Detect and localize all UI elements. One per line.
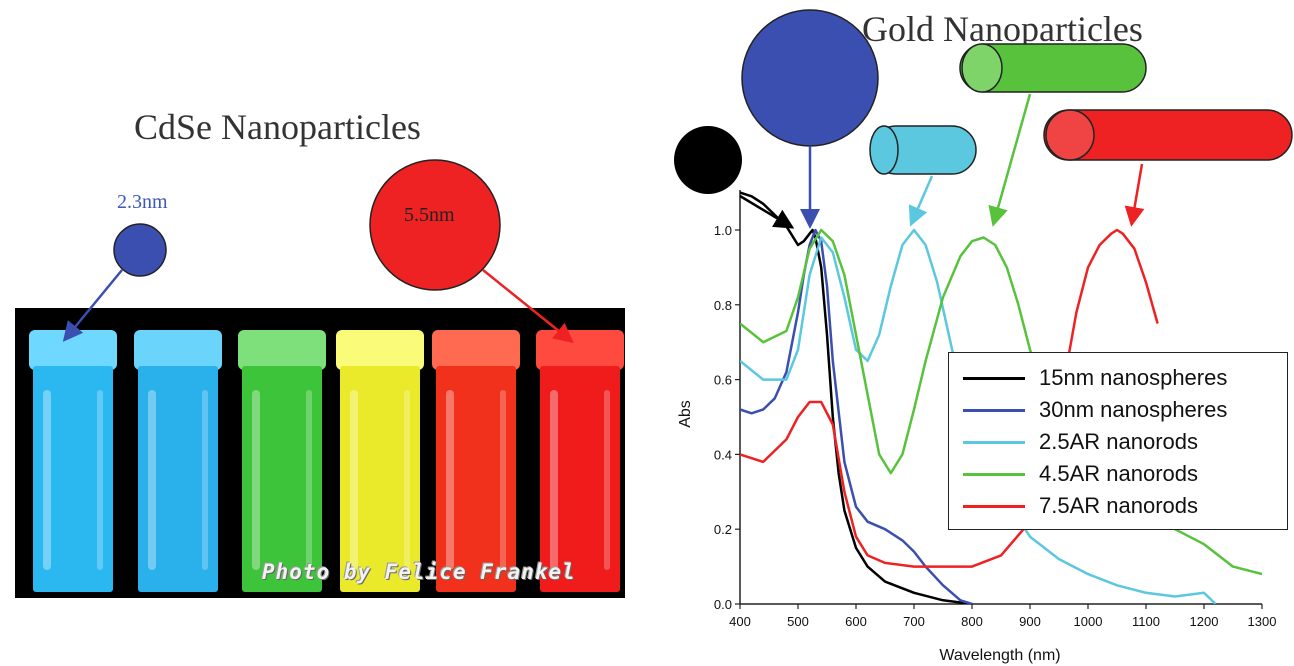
vial-6: [536, 330, 624, 592]
legend-swatch: [963, 472, 1025, 476]
legend-item: 30nm nanospheres: [963, 395, 1227, 425]
black-pointer-arrow: [739, 194, 795, 229]
y-tick-label: 1.0: [714, 223, 732, 238]
series-line-1: [740, 228, 973, 604]
photo-credit: Photo by Felice Frankel: [262, 560, 576, 584]
legend-swatch: [963, 376, 1025, 380]
x-tick-label: 800: [961, 614, 983, 629]
chart-axes: [739, 190, 1262, 605]
legend-item: 4.5AR nanorods: [963, 459, 1198, 489]
medium-rod-icon: [959, 43, 1147, 93]
y-tick-label: 0.2: [714, 522, 732, 537]
legend-label: 15nm nanospheres: [1039, 365, 1228, 390]
x-tick-label: 1000: [1074, 614, 1103, 629]
y-tick-label: 0.6: [714, 373, 732, 388]
chart-legend: 15nm nanospheres 30nm nanospheres 2.5AR …: [948, 352, 1288, 530]
x-tick-label: 1100: [1132, 614, 1160, 629]
green-pointer-arrow: [988, 93, 1032, 227]
cdse-pointer-arrows: [62, 269, 574, 344]
vial-2: [134, 330, 222, 592]
legend-label: 30nm nanospheres: [1039, 397, 1228, 422]
red-pointer-arrow: [1124, 163, 1145, 227]
x-tick-label: 600: [845, 614, 867, 629]
small-size-label: 2.3nm: [117, 191, 168, 213]
small-sphere-icon: [674, 126, 742, 194]
x-tick-label: 700: [903, 614, 925, 629]
y-tick-label: 0.8: [714, 298, 732, 313]
chart-ticks: 400 500 600 700 800 900 1000 1100 1200 1300 0.0 0.2…: [714, 223, 1277, 629]
x-tick-label: 900: [1019, 614, 1041, 629]
x-tick-label: 500: [787, 614, 809, 629]
large-dot-arrow: [482, 269, 574, 344]
gold-shape-illustrations: [674, 9, 1293, 194]
vial-3: [238, 330, 326, 592]
y-axis-label: Abs: [677, 400, 694, 428]
legend-swatch: [963, 440, 1025, 444]
gold-title: Gold Nanoparticles: [862, 9, 1143, 49]
legend-swatch: [963, 408, 1025, 412]
vial-4: [336, 330, 424, 592]
large-size-label: 5.5nm: [404, 204, 455, 226]
long-rod-icon: [1043, 109, 1293, 161]
x-tick-label: 1200: [1190, 614, 1219, 629]
legend-item: 15nm nanospheres: [963, 363, 1227, 393]
legend-label: 7.5AR nanorods: [1039, 493, 1198, 518]
series-line-2: [740, 228, 1217, 604]
y-tick-label: 0.0: [714, 597, 732, 612]
short-rod-icon: [869, 125, 977, 175]
legend-label: 2.5AR nanorods: [1039, 429, 1198, 454]
large-particle-dot: [369, 159, 501, 291]
legend-item: 7.5AR nanorods: [963, 491, 1198, 521]
x-tick-label: 1300: [1248, 614, 1277, 629]
series-line-4: [740, 228, 1159, 568]
x-axis-label: Wavelength (nm): [939, 647, 1060, 664]
vial-5: [432, 330, 520, 592]
small-particle-dot: [113, 223, 167, 277]
cdse-size-markers: [113, 159, 501, 291]
x-tick-label: 400: [729, 614, 751, 629]
legend-swatch: [963, 504, 1025, 508]
small-dot-arrow: [62, 269, 123, 342]
cyan-pointer-arrow: [908, 175, 934, 227]
legend-item: 2.5AR nanorods: [963, 427, 1198, 457]
legend-label: 4.5AR nanorods: [1039, 461, 1198, 486]
y-tick-label: 0.4: [714, 447, 732, 462]
cdse-title: CdSe Nanoparticles: [134, 107, 421, 147]
